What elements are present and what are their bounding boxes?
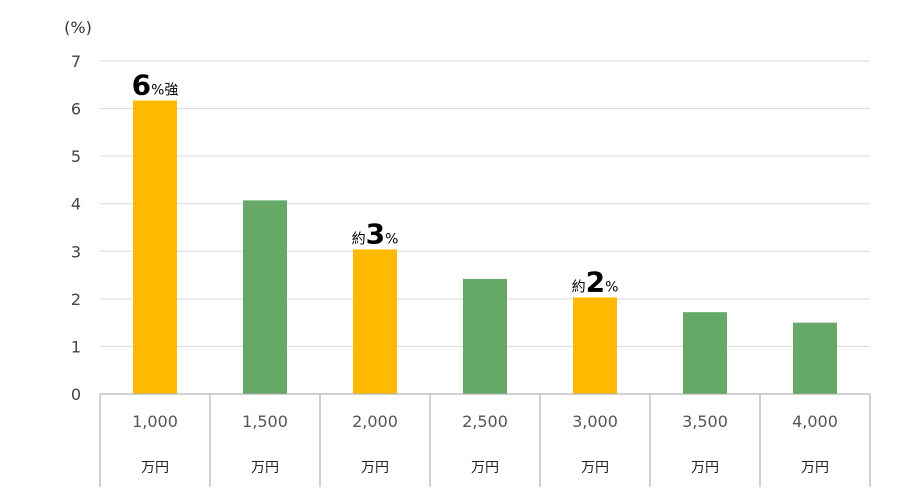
bar: [573, 297, 617, 394]
bar: [683, 312, 727, 394]
bars: [133, 100, 837, 394]
y-tick-label: 5: [71, 147, 81, 166]
x-category-label: 2,500: [462, 412, 508, 431]
bar: [793, 322, 837, 394]
x-category-unit: 万円: [581, 460, 609, 476]
gridlines: [100, 60, 870, 347]
x-category-label: 2,000: [352, 412, 398, 431]
y-axis-ticks: 0 1 2 3 4 5 6 7: [71, 52, 81, 404]
bar: [353, 249, 397, 394]
y-tick-label: 7: [71, 52, 81, 71]
x-category-label: 1,000: [132, 412, 178, 431]
bar: [133, 100, 177, 394]
x-category-unit: 万円: [361, 460, 389, 476]
x-category-unit: 万円: [801, 460, 829, 476]
y-tick-label: 6: [71, 100, 81, 119]
x-category-unit: 万円: [471, 460, 499, 476]
y-tick-label: 4: [71, 195, 81, 214]
x-axis-table: 1,000 万円 1,500 万円 2,000 万円 2,500 万円 3,000 万円 3,500…: [99, 393, 871, 487]
y-tick-label: 2: [71, 290, 81, 309]
x-category-label: 4,000: [792, 412, 838, 431]
bar-annotations: 6%強約3% 約2%: [132, 68, 619, 298]
bar: [243, 200, 287, 394]
bar: [463, 278, 507, 394]
y-tick-label: 3: [71, 242, 81, 261]
bar-annotation: 約3%: [352, 217, 399, 250]
x-category-unit: 万円: [251, 460, 279, 476]
y-tick-label: 1: [71, 337, 81, 356]
x-category-unit: 万円: [691, 460, 719, 476]
bar-annotation: 6%強: [132, 68, 179, 101]
x-category-label: 3,500: [682, 412, 728, 431]
x-category-unit: 万円: [141, 460, 169, 476]
x-category-label: 3,000: [572, 412, 618, 431]
bar-annotation: 約2%: [572, 265, 619, 298]
x-category-label: 1,500: [242, 412, 288, 431]
y-axis-unit-label: (%): [64, 18, 92, 37]
y-tick-label: 0: [71, 385, 81, 404]
